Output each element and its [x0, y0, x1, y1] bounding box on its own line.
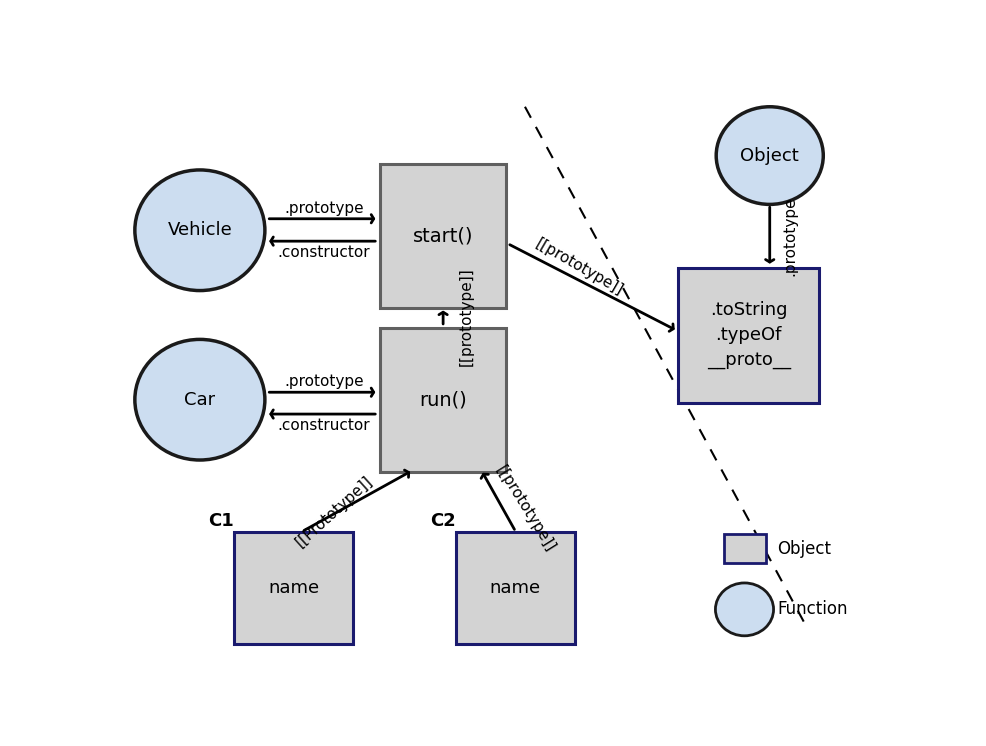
- Text: [[prototype]]: [[prototype]]: [458, 268, 473, 366]
- Text: .prototype: .prototype: [284, 201, 363, 216]
- Ellipse shape: [135, 170, 264, 290]
- Text: .prototype: .prototype: [284, 374, 363, 389]
- Text: C1: C1: [208, 513, 234, 530]
- FancyBboxPatch shape: [380, 328, 506, 471]
- Ellipse shape: [715, 583, 773, 636]
- Text: Object: Object: [777, 540, 830, 558]
- Text: .toString
.typeOf
__proto__: .toString .typeOf __proto__: [706, 301, 790, 369]
- Text: Vehicle: Vehicle: [168, 222, 232, 239]
- Text: name: name: [489, 579, 540, 597]
- Text: run(): run(): [418, 390, 466, 410]
- Text: start(): start(): [412, 227, 472, 245]
- Ellipse shape: [716, 107, 822, 204]
- Text: .constructor: .constructor: [277, 418, 370, 433]
- Text: C2: C2: [430, 513, 456, 530]
- FancyBboxPatch shape: [380, 164, 506, 308]
- Text: Object: Object: [740, 146, 799, 165]
- Text: Function: Function: [777, 601, 847, 618]
- Text: .prototype: .prototype: [782, 197, 797, 276]
- FancyBboxPatch shape: [723, 533, 765, 563]
- FancyBboxPatch shape: [677, 268, 818, 403]
- Text: name: name: [268, 579, 318, 597]
- Ellipse shape: [135, 339, 264, 460]
- Text: [[prototype]]: [[prototype]]: [492, 463, 557, 555]
- FancyBboxPatch shape: [456, 532, 574, 644]
- Text: .constructor: .constructor: [277, 245, 370, 260]
- Text: [[prototype]]: [[prototype]]: [532, 236, 625, 298]
- FancyBboxPatch shape: [234, 532, 353, 644]
- Text: Car: Car: [184, 391, 215, 409]
- Text: [[Prototype]]: [[Prototype]]: [293, 473, 376, 550]
